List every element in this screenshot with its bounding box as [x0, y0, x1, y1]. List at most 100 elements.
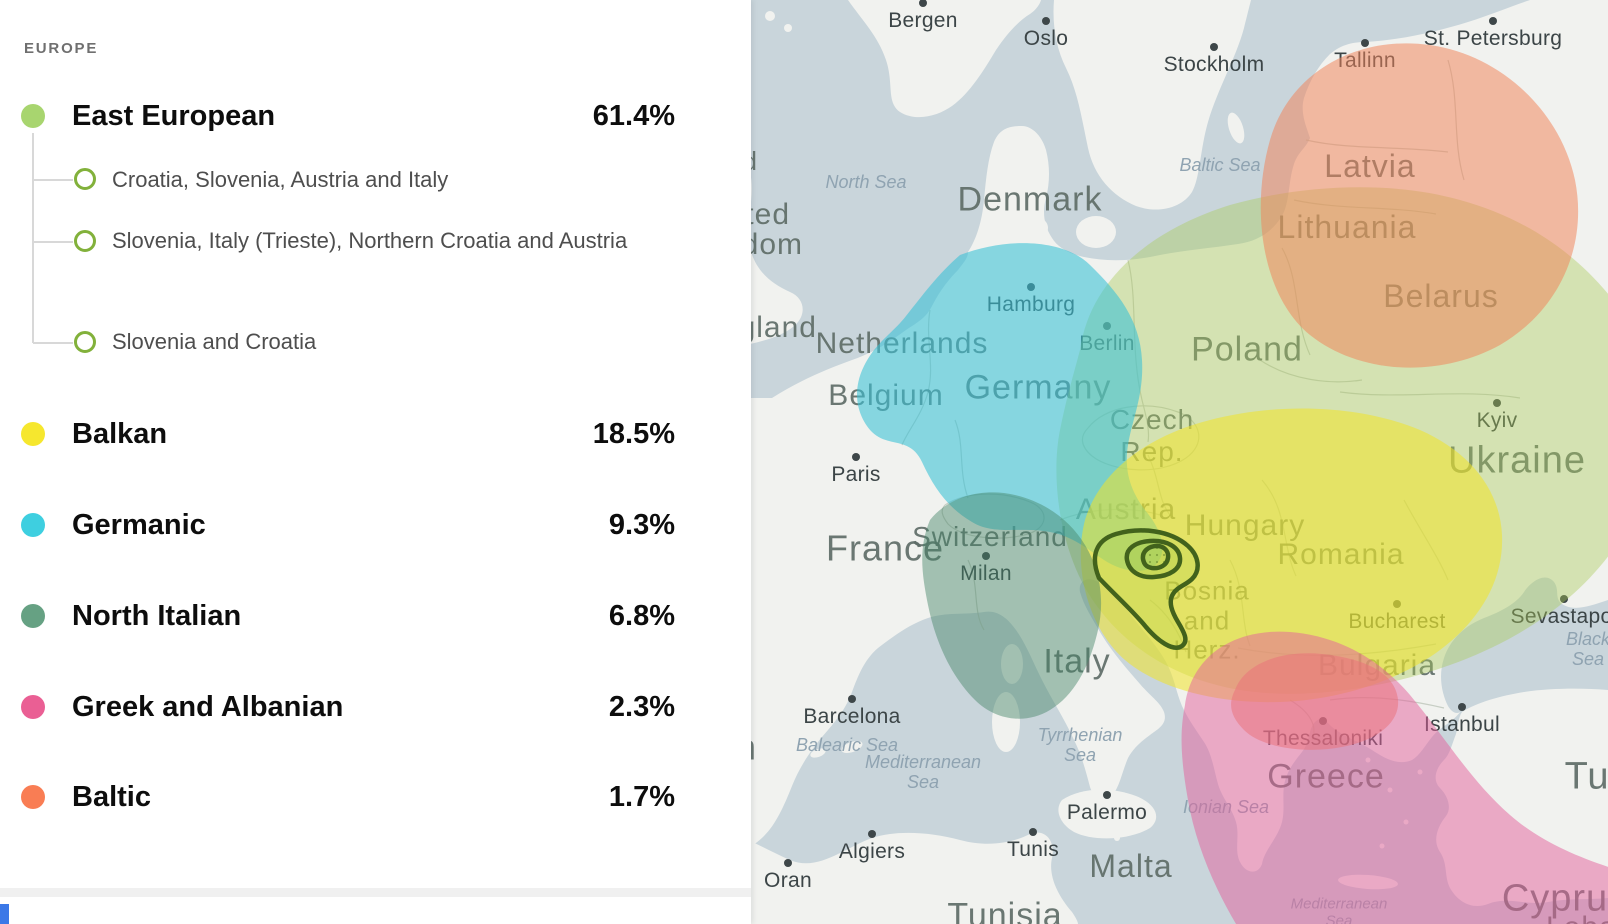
- map-country-label: Malta: [1089, 847, 1173, 884]
- map-country-label: Bosnia and Herz.: [1164, 575, 1250, 665]
- legend-color-dot: [21, 604, 45, 628]
- map-country-label: Belgium: [828, 378, 944, 412]
- map-city-label: Oslo: [1023, 27, 1069, 50]
- legend-group-name: Balkan: [72, 418, 168, 450]
- map-city-dot: [848, 695, 856, 703]
- legend-row-germanic[interactable]: Germanic 9.3%: [0, 507, 751, 543]
- legend-color-dot: [21, 695, 45, 719]
- legend-row-north-italian[interactable]: North Italian 6.8%: [0, 598, 751, 634]
- sub-region-item[interactable]: Croatia, Slovenia, Austria and Italy: [112, 167, 449, 192]
- map-city-label: St. Petersburg: [1423, 27, 1563, 50]
- legend-color-dot: [21, 422, 45, 446]
- map-city-label: Barcelona: [803, 705, 901, 728]
- map-sea-label: Black Sea: [1565, 629, 1608, 669]
- legend-group-percent: 2.3%: [608, 691, 675, 723]
- legend-group-name: Greek and Albanian: [72, 691, 344, 723]
- map-country-label: Belarus: [1383, 277, 1499, 314]
- legend-group-percent: 6.8%: [608, 600, 675, 632]
- map-city-dot: [982, 552, 990, 560]
- legend-row-baltic[interactable]: Baltic 1.7%: [0, 779, 751, 815]
- map-sea-label: Ionian Sea: [1182, 797, 1270, 818]
- sub-region-bullet-icon: [74, 230, 96, 252]
- map-city-dot: [1319, 717, 1327, 725]
- map-country-label: Austria: [1075, 492, 1177, 526]
- map-city-label: Tunis: [1006, 838, 1060, 861]
- map-sea-label: North Sea: [825, 172, 907, 193]
- map-country-label: Tunisia: [947, 896, 1063, 924]
- legend-row-greek-and-albanian[interactable]: Greek and Albanian 2.3%: [0, 689, 751, 725]
- map-city-label: Bergen: [888, 9, 958, 32]
- legend-color-dot: [21, 785, 45, 809]
- map-city-dot: [1210, 43, 1218, 51]
- map-city-dot: [1489, 17, 1497, 25]
- map-country-label: Lithuania: [1277, 208, 1417, 245]
- map-city-dot: [868, 830, 876, 838]
- legend-group-percent: 61.4%: [592, 100, 675, 132]
- map-city-label: Tallinn: [1334, 49, 1396, 72]
- map-city-label: Sevastapol: [1510, 605, 1608, 628]
- legend-group-percent: 18.5%: [592, 418, 675, 450]
- scroll-accent-fragment: [0, 904, 9, 924]
- map-country-label: Germany: [964, 368, 1112, 407]
- map-country-label: Greece: [1267, 757, 1385, 796]
- map-country-label: Latvia: [1324, 147, 1416, 184]
- legend-group-percent: 1.7%: [608, 781, 675, 813]
- map-city-label: Stockholm: [1163, 53, 1265, 76]
- tree-connector-stub: [33, 241, 73, 243]
- legend-group-name: Germanic: [72, 509, 206, 541]
- ethnicity-breakdown-panel: EUROPE East European 61.4% Balkan 18.5% Germ…: [0, 0, 751, 924]
- map-country-label: Denmark: [957, 180, 1103, 219]
- map-city-dot: [1103, 791, 1111, 799]
- map-city-dot: [919, 0, 927, 7]
- map-sea-label: Mediterranean Sea: [1290, 895, 1388, 924]
- legend-color-dot: [21, 513, 45, 537]
- sub-region-item[interactable]: Slovenia, Italy (Trieste), Northern Croa…: [112, 228, 628, 253]
- map-city-dot: [852, 453, 860, 461]
- map-city-label: Istanbul: [1424, 713, 1500, 736]
- map-city-dot: [784, 859, 792, 867]
- tree-connector-stub: [33, 179, 73, 181]
- map-country-label: Ukraine: [1448, 439, 1586, 482]
- map-city-label: Berlin: [1079, 332, 1135, 355]
- panel-divider: [0, 888, 751, 897]
- map-sea-label: Tyrrhenian Sea: [1037, 725, 1123, 765]
- map-city-label: Milan: [960, 562, 1012, 585]
- map-city-dot: [1042, 17, 1050, 25]
- map-country-label: Turkey: [1564, 755, 1608, 798]
- map-city-label: Oran: [764, 869, 812, 892]
- map-sea-label: Balearic Sea: [795, 735, 899, 756]
- legend-group-name: Baltic: [72, 781, 151, 813]
- map-city-dot: [1103, 322, 1111, 330]
- map-city-label: Hamburg: [986, 293, 1076, 316]
- map-city-dot: [1493, 399, 1501, 407]
- map-city-label: Algiers: [838, 840, 906, 863]
- legend-row-balkan[interactable]: Balkan 18.5%: [0, 416, 751, 452]
- map-city-label: Thessaloniki: [1262, 727, 1384, 750]
- legend-row-east-european[interactable]: East European 61.4%: [0, 98, 751, 134]
- legend-group-name: East European: [72, 100, 276, 132]
- map-country-label: Czech Rep.: [1109, 404, 1195, 467]
- map-city-dot: [1361, 39, 1369, 47]
- tree-connector-line: [32, 133, 34, 343]
- region-section-title: EUROPE: [24, 40, 99, 57]
- map-city-dot: [1027, 283, 1035, 291]
- map-city-dot: [1560, 595, 1568, 603]
- sub-region-bullet-icon: [74, 331, 96, 353]
- map-country-label: Romania: [1277, 537, 1405, 571]
- map-city-dot: [1393, 600, 1401, 608]
- map-country-label: Bulgaria: [1317, 648, 1437, 682]
- map-country-label: Netherlands: [815, 326, 989, 360]
- sub-region-item[interactable]: Slovenia and Croatia: [112, 329, 317, 354]
- map-city-label: Palermo: [1066, 801, 1148, 824]
- map-country-label: France: [825, 527, 945, 569]
- tree-connector-stub: [33, 342, 73, 344]
- map-city-label: Kyiv: [1476, 409, 1518, 432]
- map-sea-label: Baltic Sea: [1179, 155, 1261, 176]
- map-city-dot: [1029, 828, 1037, 836]
- legend-color-dot: [21, 104, 45, 128]
- legend-group-name: North Italian: [72, 600, 242, 632]
- map-city-label: Bucharest: [1348, 610, 1446, 633]
- map-city-dot: [1458, 703, 1466, 711]
- sub-region-bullet-icon: [74, 168, 96, 190]
